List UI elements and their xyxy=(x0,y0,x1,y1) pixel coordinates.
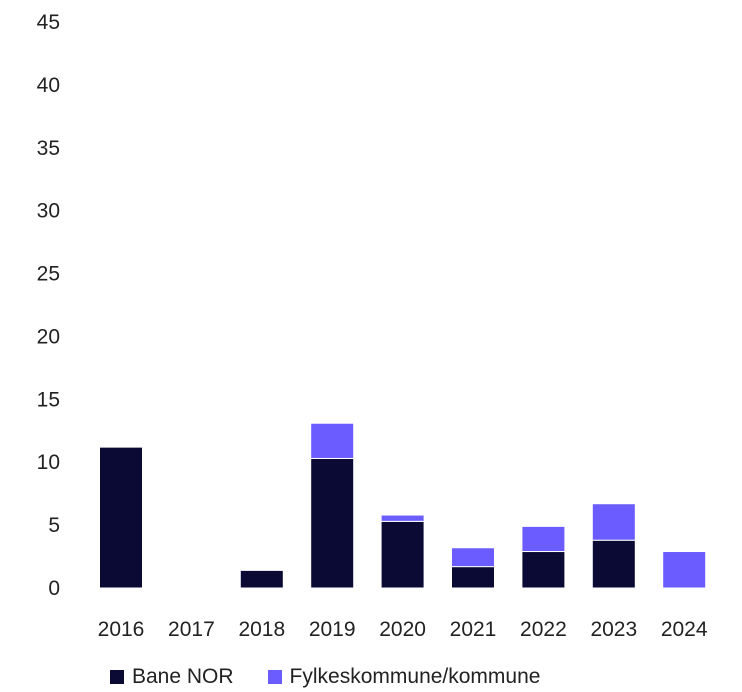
x-tick-label: 2022 xyxy=(520,618,567,641)
y-tick-label: 20 xyxy=(37,325,60,348)
legend: Bane NOR Fylkeskommune/kommune xyxy=(110,665,540,689)
bar-segment-fylkeskommune-2023 xyxy=(591,503,636,541)
y-tick-label: 30 xyxy=(37,200,60,223)
x-tick-label: 2024 xyxy=(661,618,708,641)
y-tick-label: 10 xyxy=(37,451,60,474)
bar-segment-fylkeskommune-2019 xyxy=(310,422,355,459)
bar-segment-bane-nor-2018 xyxy=(239,569,284,589)
x-tick-label: 2016 xyxy=(98,618,145,641)
legend-label-bane-nor: Bane NOR xyxy=(132,665,234,688)
bar-segment-bane-nor-2021 xyxy=(451,566,495,589)
legend-item-fylkeskommune: Fylkeskommune/kommune xyxy=(267,665,541,689)
x-tick-label: 2021 xyxy=(450,618,497,641)
y-tick-label: 40 xyxy=(37,74,60,97)
bars xyxy=(99,422,707,589)
y-tick-label: 0 xyxy=(48,577,60,600)
x-tick-label: 2023 xyxy=(590,618,637,641)
x-tick-label: 2020 xyxy=(379,618,426,641)
legend-swatch-fylkeskommune xyxy=(267,670,282,684)
bar-segment-fylkeskommune-2021 xyxy=(451,547,495,568)
y-tick-label: 25 xyxy=(37,263,60,286)
legend-item-bane-nor: Bane NOR xyxy=(110,665,234,689)
legend-swatch-bane-nor xyxy=(110,670,124,684)
bar-segment-fylkeskommune-2020 xyxy=(380,514,425,522)
x-tick-label: 2017 xyxy=(168,618,215,641)
legend-label-fylkeskommune: Fylkeskommune/kommune xyxy=(289,665,541,688)
x-tick-label: 2019 xyxy=(309,618,356,641)
y-tick-label: 15 xyxy=(37,388,60,411)
x-axis-ticks: 2016 2017 2018 2019 2020 2021 2022 2023 2024 xyxy=(98,618,708,641)
x-tick-label: 2018 xyxy=(238,618,285,641)
y-tick-label: 45 xyxy=(37,11,60,34)
bar-segment-fylkeskommune-2024 xyxy=(662,551,707,589)
bar-segment-bane-nor-2020 xyxy=(380,520,425,589)
y-axis-ticks: 0 5 10 15 20 25 30 35 40 45 xyxy=(37,11,60,600)
bar-segment-bane-nor-2023 xyxy=(591,539,636,589)
bar-segment-fylkeskommune-2022 xyxy=(521,525,566,553)
bar-segment-bane-nor-2019 xyxy=(310,457,355,589)
bar-segment-bane-nor-2022 xyxy=(521,551,566,589)
y-tick-label: 5 xyxy=(48,514,60,537)
y-tick-label: 35 xyxy=(37,137,60,160)
bar-segment-bane-nor-2016 xyxy=(99,446,143,589)
